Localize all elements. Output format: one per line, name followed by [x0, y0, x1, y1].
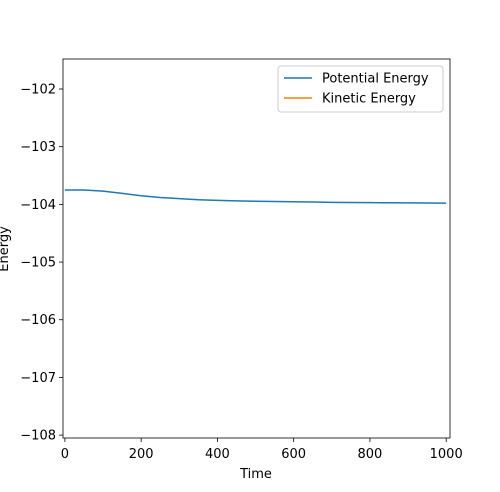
axes-layer: 0 200 400 600 800 1000 −102 −103 −104 −105 −106 −10…	[20, 58, 463, 462]
x-tick-label: 200	[129, 447, 154, 462]
series-layer	[64, 189, 447, 204]
y-tick-label: −108	[20, 429, 56, 444]
legend-label-0: Potential Energy	[322, 72, 429, 87]
legend-box	[277, 65, 444, 113]
x-tick-label: 800	[358, 447, 383, 462]
y-axis-label: Energy	[0, 226, 12, 272]
x-axis-label: Time	[239, 467, 272, 482]
legend-label-1: Kinetic Energy	[322, 92, 416, 107]
y-tick-label: −105	[20, 256, 56, 271]
y-tick-label: −104	[20, 198, 56, 213]
x-tick-label: 0	[61, 447, 69, 462]
y-tick-label: −103	[20, 140, 56, 155]
x-tick-label: 1000	[430, 447, 463, 462]
x-tick-label: 600	[281, 447, 306, 462]
plot-frame	[62, 58, 451, 439]
y-tick-label: −107	[20, 371, 56, 386]
y-tick-label: −102	[20, 82, 56, 97]
y-tick-label: −106	[20, 313, 56, 328]
legend: Potential Energy Kinetic Energy	[277, 65, 444, 113]
series-line-0	[64, 189, 447, 204]
x-tick-label: 400	[205, 447, 230, 462]
